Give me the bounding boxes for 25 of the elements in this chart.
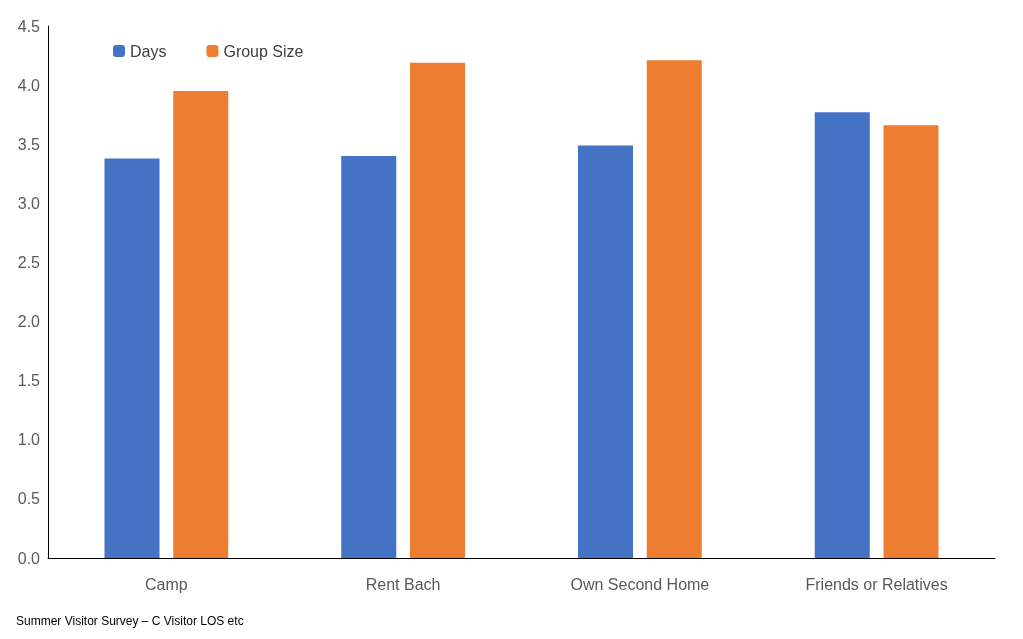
bar [341, 156, 397, 558]
x-tick-label: Friends or Relatives [805, 575, 948, 593]
y-tick-label: 4.5 [17, 17, 41, 35]
bar [578, 145, 633, 558]
bar [883, 125, 939, 558]
y-tick-label: 2.5 [17, 253, 41, 271]
y-tick-label: 1.0 [17, 431, 41, 449]
bar [814, 112, 870, 558]
legend-label: Days [130, 42, 167, 60]
y-tick-label: 4.0 [17, 76, 41, 94]
bar [104, 158, 160, 558]
x-tick-label: Camp [145, 575, 188, 593]
legend-label: Group Size [223, 42, 304, 60]
x-tick-label: Own Second Home [570, 575, 710, 593]
x-tick-label: Rent Bach [365, 575, 441, 593]
bar [646, 60, 702, 558]
y-tick-label: 2.0 [17, 313, 41, 331]
y-tick-label: 3.0 [17, 194, 41, 212]
bar [173, 91, 229, 558]
y-tick-label: 0.0 [17, 549, 41, 567]
text: Summer Visitor Survey – C Visitor LOS etc [16, 614, 244, 628]
y-tick-label: 1.5 [17, 372, 41, 390]
bar [410, 62, 465, 558]
y-tick-label: 0.5 [17, 490, 41, 508]
y-tick-label: 3.5 [17, 135, 41, 153]
